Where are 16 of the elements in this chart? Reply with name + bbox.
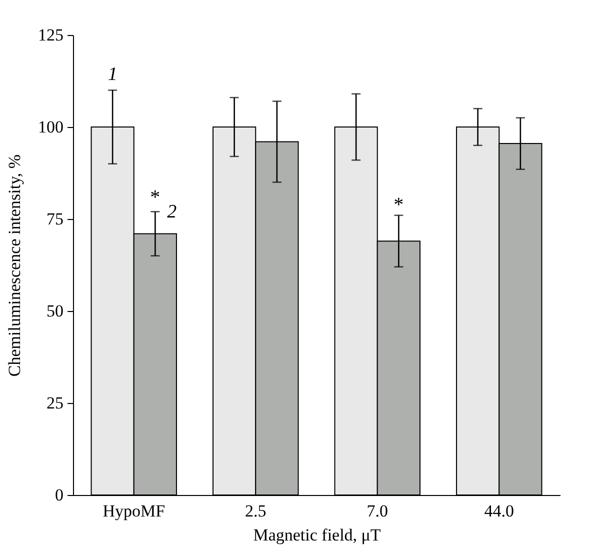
x-axis-title: Magnetic field, μT (253, 526, 382, 544)
x-tick-label: 7.0 (366, 502, 388, 520)
text: 1 (108, 64, 118, 86)
annotation: * (150, 186, 160, 209)
y-tick-label: 25 (46, 394, 64, 412)
y-tick-label: 75 (46, 210, 64, 228)
y-axis-title: Chemiluminescence intensity, % (5, 154, 24, 377)
series-label: 2 (167, 202, 178, 223)
x-tick-label: HypoMF (102, 502, 166, 520)
y-tick-label: 0 (55, 486, 64, 504)
annotation: * (394, 194, 404, 216)
x-tick-label: 44.0 (484, 502, 514, 520)
y-tick-label: 125 (38, 26, 64, 44)
y-tick-label: 50 (46, 302, 64, 320)
y-tick-label: 100 (38, 118, 64, 136)
x-tick-label: 2.5 (245, 502, 266, 520)
